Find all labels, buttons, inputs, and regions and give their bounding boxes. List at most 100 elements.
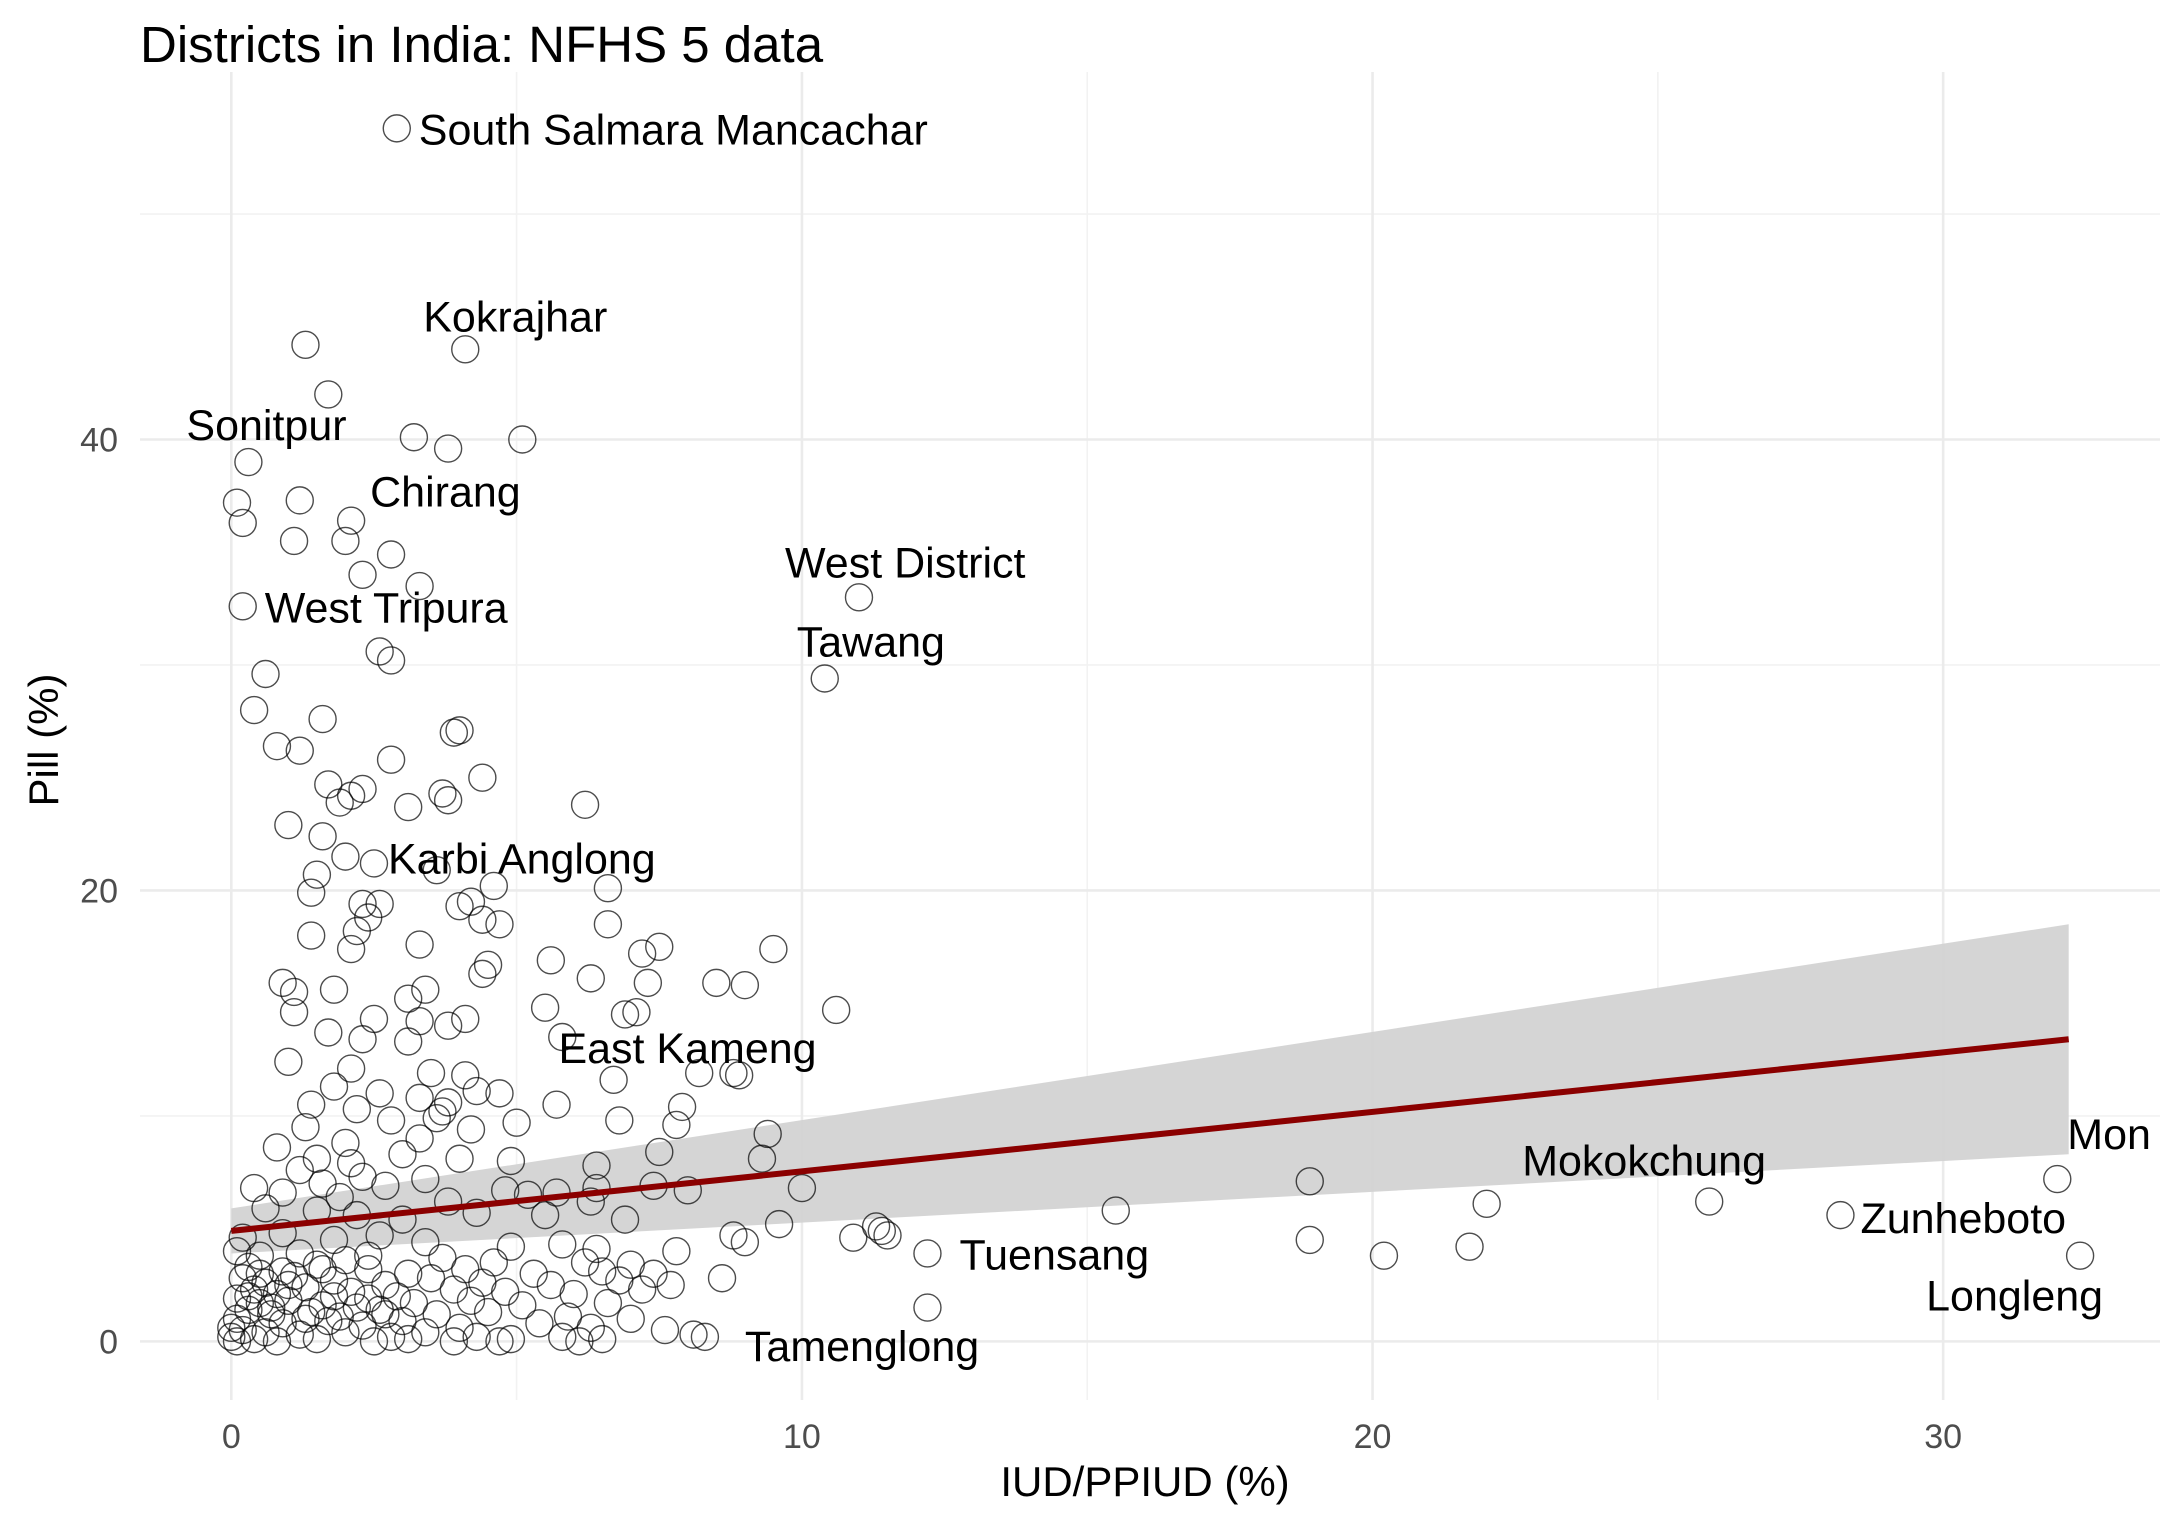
data-point <box>274 810 303 840</box>
data-point <box>1455 1232 1484 1261</box>
data-point <box>296 878 326 907</box>
data-point <box>279 997 309 1027</box>
data-point <box>445 892 474 921</box>
data-point <box>462 1198 491 1228</box>
x-axis-title: IUD/PPIUD (%) <box>1000 1458 1289 1505</box>
point-label: Longleng <box>1926 1273 2103 1321</box>
data-point <box>239 695 269 725</box>
data-point <box>245 1259 275 1288</box>
data-point <box>685 1058 714 1088</box>
data-point <box>553 1302 583 1331</box>
data-point <box>376 1322 406 1352</box>
data-point <box>302 1250 332 1279</box>
data-point <box>274 1270 303 1300</box>
point-annotations: South Salmara Mancachar Kokrajhar Sonitpur… <box>186 106 2151 1371</box>
data-point <box>354 1284 383 1313</box>
point-label: Karbi Anglong <box>388 835 656 883</box>
data-point <box>245 1241 275 1270</box>
data-point <box>217 1313 246 1343</box>
data-point <box>376 1106 406 1135</box>
data-point <box>388 1306 417 1336</box>
data-point <box>485 1079 514 1108</box>
data-point <box>342 1094 372 1124</box>
data-point <box>707 1264 737 1293</box>
data-point <box>433 786 463 815</box>
data-point <box>302 860 332 889</box>
point-label: West District <box>785 539 1026 587</box>
point-label: Mon <box>2067 1111 2151 1159</box>
data-point <box>519 1259 548 1288</box>
data-point <box>319 1072 349 1101</box>
data-point <box>331 1318 360 1347</box>
data-point <box>599 1065 628 1095</box>
data-point <box>365 637 394 666</box>
point-label: Sonitpur <box>186 402 346 450</box>
data-point <box>251 659 280 689</box>
data-point <box>388 1140 417 1169</box>
data-point <box>285 1320 314 1349</box>
data-point <box>411 1227 440 1257</box>
data-point <box>262 731 292 761</box>
data-point <box>405 1007 434 1036</box>
y-tick-label: 0 <box>99 1323 118 1361</box>
data-point <box>371 1300 400 1329</box>
data-point <box>593 910 623 939</box>
data-point <box>439 1275 469 1304</box>
data-point <box>439 718 469 747</box>
data-point <box>296 1090 326 1119</box>
data-point <box>445 716 474 745</box>
data-point <box>399 1288 429 1318</box>
data-point <box>222 1284 252 1313</box>
data-point <box>291 330 320 360</box>
data-point <box>291 1112 320 1142</box>
data-point <box>285 736 314 765</box>
data-point <box>428 1097 457 1126</box>
data-point <box>405 1083 434 1113</box>
data-point <box>359 1327 389 1356</box>
data-point <box>371 1171 400 1201</box>
data-point <box>268 1309 297 1338</box>
data-point <box>308 704 337 734</box>
point-label: East Kameng <box>558 1025 816 1073</box>
data-point <box>508 1291 537 1320</box>
data-point <box>873 1221 902 1250</box>
data-point <box>433 1011 463 1040</box>
data-point <box>496 1232 526 1261</box>
data-point <box>411 1318 440 1347</box>
data-point <box>325 1182 354 1212</box>
data-point <box>234 1282 263 1311</box>
data-point <box>662 1236 691 1266</box>
data-point <box>508 425 537 454</box>
data-point <box>411 975 440 1004</box>
data-point <box>296 1297 326 1327</box>
point-label: Kokrajhar <box>423 293 607 341</box>
trend-line <box>230 1036 2070 1234</box>
data-point <box>222 1236 252 1266</box>
x-tick-label: 30 <box>1924 1418 1962 1456</box>
data-point <box>348 889 377 919</box>
data-point <box>502 1108 531 1137</box>
data-point <box>759 934 788 964</box>
data-point <box>570 1248 600 1277</box>
data-point <box>428 779 457 808</box>
data-point <box>399 423 429 452</box>
data-point <box>548 1230 577 1259</box>
data-point <box>257 1293 286 1322</box>
data-point <box>867 1216 897 1246</box>
data-point <box>479 1248 508 1277</box>
data-point <box>314 770 343 799</box>
y-tick-label: 20 <box>80 872 118 910</box>
data-point <box>747 1144 777 1173</box>
data-point <box>530 993 560 1022</box>
data-point <box>485 910 514 939</box>
data-point <box>610 1000 640 1029</box>
y-axis-title: Pill (%) <box>20 674 67 807</box>
point-label: West Tripura <box>265 584 508 632</box>
data-point <box>314 1306 343 1336</box>
data-point <box>376 646 406 675</box>
data-point <box>548 1322 577 1352</box>
data-point <box>1295 1167 1324 1196</box>
data-point <box>445 1313 474 1343</box>
labeled-data-point <box>2043 1164 2072 1194</box>
labeled-data-point <box>844 583 874 612</box>
